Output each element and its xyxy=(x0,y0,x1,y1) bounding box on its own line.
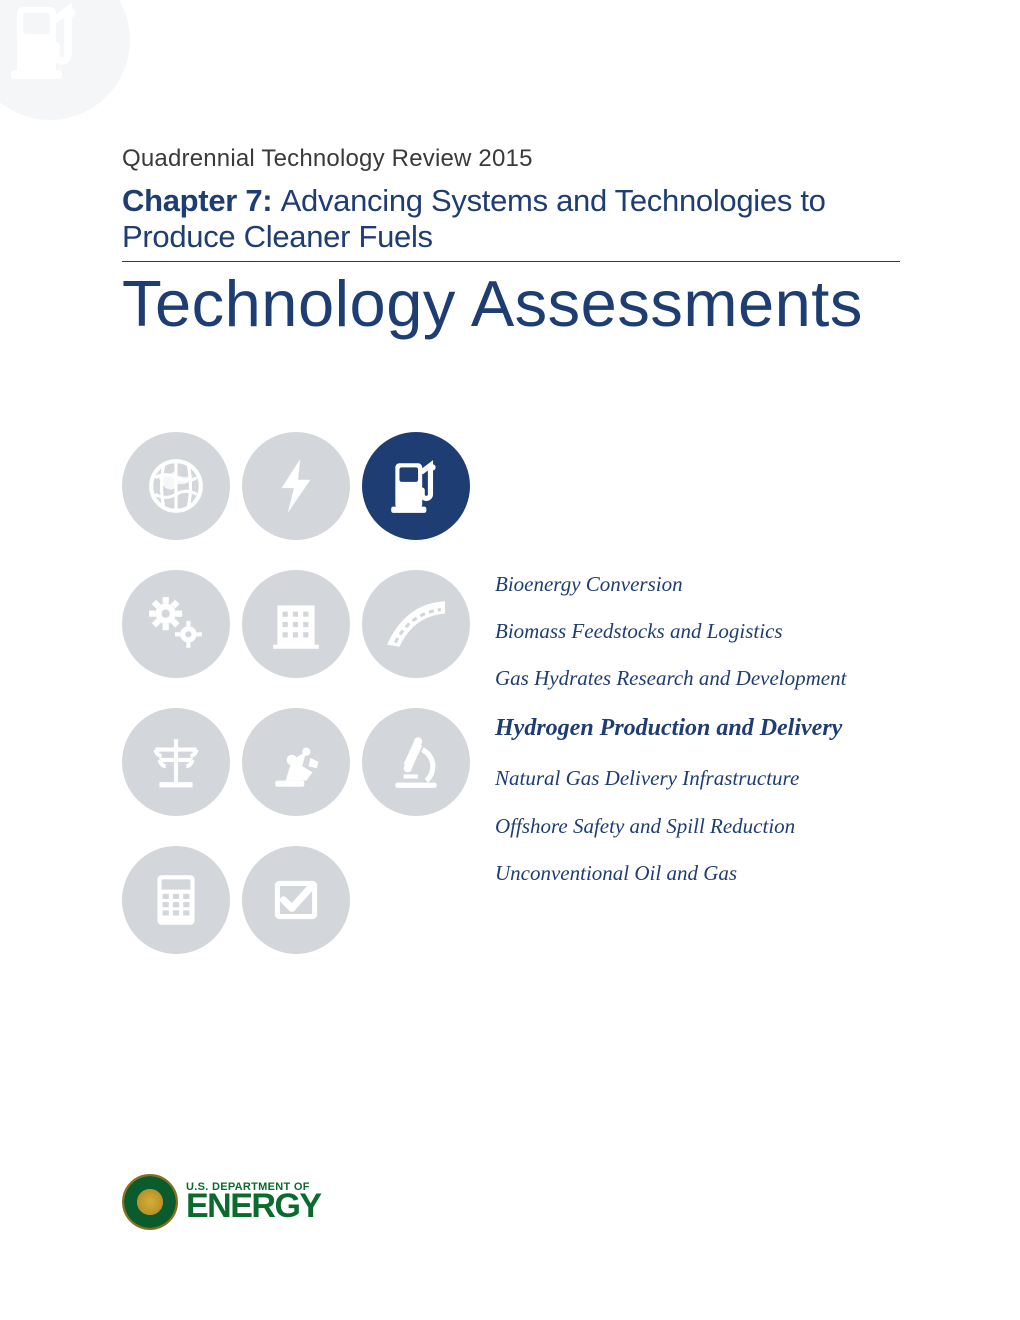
topic-list: Bioenergy Conversion Biomass Feedstocks a… xyxy=(495,572,920,908)
header-divider xyxy=(122,261,900,262)
topic-item: Gas Hydrates Research and Development xyxy=(495,666,920,691)
road-icon xyxy=(362,570,470,678)
topic-item: Unconventional Oil and Gas xyxy=(495,861,920,886)
chapter-label: Chapter 7: xyxy=(122,183,272,218)
building-icon xyxy=(242,570,350,678)
topic-item: Hydrogen Production and Delivery xyxy=(495,714,920,743)
topic-item: Bioenergy Conversion xyxy=(495,572,920,597)
chapter-line: Chapter 7: Advancing Systems and Technol… xyxy=(122,183,900,255)
fuel-pump-watermark xyxy=(0,0,130,120)
calculator-icon xyxy=(122,846,230,954)
icon-grid xyxy=(122,432,470,954)
fuel-pump-icon xyxy=(362,432,470,540)
topic-item: Biomass Feedstocks and Logistics xyxy=(495,619,920,644)
globe-icon xyxy=(122,432,230,540)
topic-item: Offshore Safety and Spill Reduction xyxy=(495,814,920,839)
topic-item: Natural Gas Delivery Infrastructure xyxy=(495,766,920,791)
lightning-icon xyxy=(242,432,350,540)
doe-logo: U.S. DEPARTMENT OF ENERGY xyxy=(122,1174,321,1230)
microscope-icon xyxy=(362,708,470,816)
main-title: Technology Assessments xyxy=(122,266,900,341)
checkbox-icon xyxy=(242,846,350,954)
review-title: Quadrennial Technology Review 2015 xyxy=(122,145,900,173)
powerline-icon xyxy=(122,708,230,816)
doe-logo-text: U.S. DEPARTMENT OF ENERGY xyxy=(186,1183,321,1221)
page-header: Quadrennial Technology Review 2015 Chapt… xyxy=(122,145,900,341)
gears-icon xyxy=(122,570,230,678)
doe-energy-label: ENERGY xyxy=(186,1192,321,1221)
robot-arm-icon xyxy=(242,708,350,816)
doe-seal-icon xyxy=(122,1174,178,1230)
